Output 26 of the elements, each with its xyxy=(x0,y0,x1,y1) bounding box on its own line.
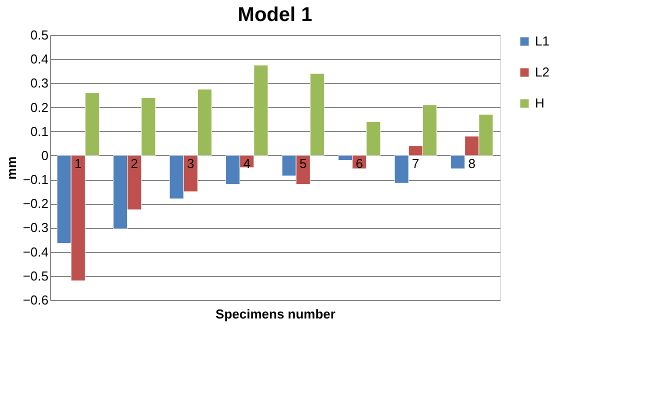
chart-title: Model 1 xyxy=(238,4,312,26)
x-tick-label: 6 xyxy=(356,156,363,171)
x-tick-label: 7 xyxy=(412,156,420,171)
x-tick-label: 2 xyxy=(130,156,138,171)
y-tick-label: 0.1 xyxy=(30,124,48,139)
y-tick-label: −0.6 xyxy=(22,292,48,308)
y-axis-title: mm xyxy=(4,156,19,180)
y-tick-label: 0 xyxy=(41,148,48,163)
x-tick-label: 1 xyxy=(74,156,82,171)
x-axis-title: Specimens number xyxy=(216,306,336,322)
y-tick-label: −0.2 xyxy=(22,196,48,212)
y-tick-label: −0.1 xyxy=(22,172,48,188)
y-tick-label: 0.3 xyxy=(30,76,48,91)
x-tick-label: 8 xyxy=(468,156,476,171)
x-tick-label: 5 xyxy=(300,156,307,171)
legend-label: H xyxy=(535,96,544,110)
x-tick-label: 3 xyxy=(187,156,194,171)
y-tick-label: −0.5 xyxy=(22,268,48,284)
x-tick-label: 4 xyxy=(243,156,250,171)
legend-label: L1 xyxy=(535,34,550,48)
y-tick-label: 0.2 xyxy=(30,100,48,115)
legend-label: L2 xyxy=(535,64,550,80)
y-tick-label: −0.4 xyxy=(22,244,48,260)
y-tick-label: −0.3 xyxy=(22,220,48,236)
y-tick-label: 0.5 xyxy=(30,28,48,42)
y-tick-label: 0.4 xyxy=(30,52,48,67)
